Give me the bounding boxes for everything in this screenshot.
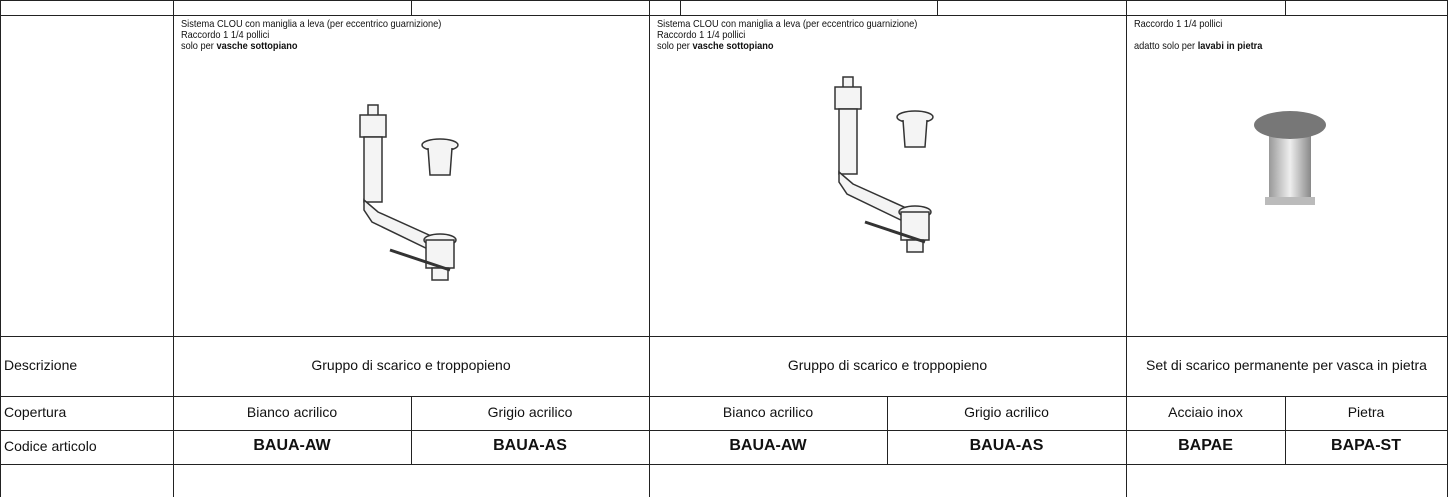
article-code: BAPAE bbox=[1178, 437, 1233, 455]
col-line bbox=[411, 0, 412, 15]
plug-illustration bbox=[1254, 111, 1326, 205]
covering: Pietra bbox=[1347, 404, 1385, 420]
covering: Acciaio inox bbox=[1168, 404, 1243, 420]
row-line bbox=[0, 0, 1447, 1]
spec-line: Sistema CLOU con maniglia a leva (per ec… bbox=[657, 18, 918, 30]
code-text: BAUA-AS bbox=[493, 437, 567, 454]
covering: Grigio acrilico bbox=[964, 404, 1049, 420]
article-code: BAUA-AW bbox=[253, 437, 330, 455]
row-line bbox=[0, 15, 1447, 16]
col-line bbox=[411, 396, 412, 464]
drain-illustration bbox=[359, 104, 459, 281]
note-bold: vasche sottopiano bbox=[692, 40, 774, 52]
col-line bbox=[887, 396, 888, 464]
spec-line: Sistema CLOU con maniglia a leva (per ec… bbox=[181, 18, 442, 30]
description: Set di scarico permanente per vasca in p… bbox=[1146, 357, 1427, 373]
col-line bbox=[937, 0, 938, 15]
spec-note: adatto solo per lavabi in pietra bbox=[1134, 41, 1262, 52]
col-line bbox=[1447, 0, 1448, 497]
col-line bbox=[1285, 0, 1286, 15]
article-code: BAUA-AW bbox=[729, 437, 806, 455]
col-line bbox=[649, 0, 650, 497]
row-line bbox=[0, 464, 1447, 465]
spec-line: Raccordo 1 1/4 pollici bbox=[1134, 18, 1223, 30]
description: Gruppo di scarico e troppopieno bbox=[787, 357, 988, 373]
description: Gruppo di scarico e troppopieno bbox=[311, 357, 511, 373]
covering: Bianco acrilico bbox=[246, 404, 338, 420]
note-bold: vasche sottopiano bbox=[216, 40, 298, 52]
code-text: BAUA-AW bbox=[729, 437, 807, 454]
spec-note: solo per vasche sottopiano bbox=[181, 41, 298, 52]
spec-line: Raccordo 1 1/4 pollici bbox=[181, 29, 270, 41]
col-line bbox=[1126, 0, 1127, 497]
row-line bbox=[0, 396, 1447, 397]
covering: Grigio acrilico bbox=[487, 404, 573, 420]
drain-illustration bbox=[834, 76, 934, 253]
code-text: BAUA-AS bbox=[969, 437, 1044, 454]
col-line bbox=[680, 0, 681, 15]
code-text: BAPAE bbox=[1178, 437, 1233, 454]
row-line bbox=[0, 336, 1447, 337]
article-code: BAUA-AS bbox=[493, 437, 567, 455]
col-line bbox=[173, 0, 174, 497]
row-line bbox=[0, 430, 1447, 431]
col-line bbox=[0, 0, 1, 497]
covering: Bianco acrilico bbox=[722, 404, 814, 420]
code-text: BAPA-ST bbox=[1331, 437, 1401, 454]
note-text: solo per bbox=[181, 40, 214, 52]
row-label: Codice articolo bbox=[4, 438, 97, 454]
note-text: solo per bbox=[657, 40, 690, 52]
note-bold: lavabi in pietra bbox=[1197, 40, 1263, 52]
col-line bbox=[1285, 396, 1286, 464]
note-text: adatto solo per bbox=[1134, 40, 1196, 52]
spec-line: Raccordo 1 1/4 pollici bbox=[657, 29, 746, 41]
row-label: Descrizione bbox=[4, 357, 78, 373]
article-code: BAUA-AS bbox=[970, 437, 1044, 455]
article-code: BAPA-ST bbox=[1331, 437, 1401, 455]
code-text: BAUA-AW bbox=[253, 437, 331, 454]
spec-note: solo per vasche sottopiano bbox=[657, 41, 774, 52]
row-label: Copertura bbox=[4, 404, 67, 420]
